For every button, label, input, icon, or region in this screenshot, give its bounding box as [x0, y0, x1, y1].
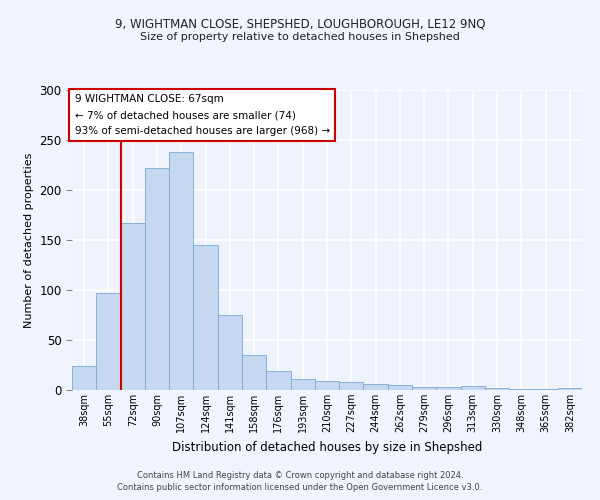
Bar: [290, 379, 315, 390]
Bar: [509, 389, 533, 390]
Bar: [412, 387, 436, 390]
Bar: [266, 371, 290, 390]
Text: Contains HM Land Registry data © Crown copyright and database right 2024.
Contai: Contains HM Land Registry data © Crown c…: [118, 471, 482, 492]
Text: Size of property relative to detached houses in Shepshed: Size of property relative to detached ho…: [140, 32, 460, 42]
Text: 9 WIGHTMAN CLOSE: 67sqm
← 7% of detached houses are smaller (74)
93% of semi-det: 9 WIGHTMAN CLOSE: 67sqm ← 7% of detached…: [74, 94, 329, 136]
Bar: [558, 388, 582, 390]
Text: 9, WIGHTMAN CLOSE, SHEPSHED, LOUGHBOROUGH, LE12 9NQ: 9, WIGHTMAN CLOSE, SHEPSHED, LOUGHBOROUG…: [115, 18, 485, 30]
Bar: [485, 388, 509, 390]
Bar: [242, 355, 266, 390]
Bar: [96, 293, 121, 390]
Bar: [218, 315, 242, 390]
Bar: [121, 223, 145, 390]
Bar: [315, 381, 339, 390]
Bar: [72, 366, 96, 390]
Bar: [364, 384, 388, 390]
Bar: [193, 245, 218, 390]
Bar: [533, 389, 558, 390]
Bar: [388, 385, 412, 390]
Y-axis label: Number of detached properties: Number of detached properties: [24, 152, 34, 328]
Bar: [461, 386, 485, 390]
Bar: [339, 382, 364, 390]
X-axis label: Distribution of detached houses by size in Shepshed: Distribution of detached houses by size …: [172, 440, 482, 454]
Bar: [436, 387, 461, 390]
Bar: [169, 152, 193, 390]
Bar: [145, 168, 169, 390]
